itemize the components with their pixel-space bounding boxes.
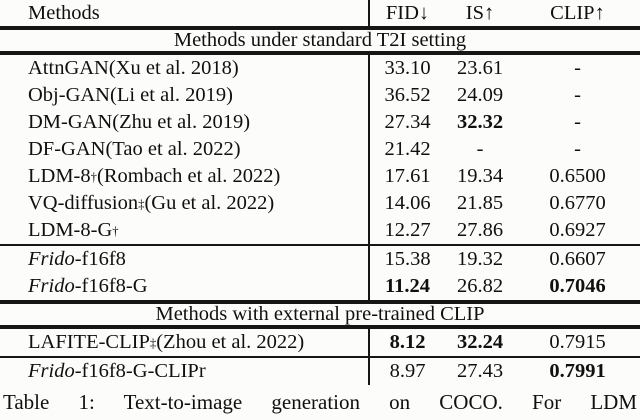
method-name: DF-GAN	[28, 138, 106, 160]
method-citation: (Li et al. 2019)	[110, 84, 233, 106]
double-rule	[0, 51, 640, 55]
is-value: -	[476, 138, 484, 160]
method-cell: LDM-8-G †	[0, 217, 370, 244]
fid-value: 14.06	[384, 192, 431, 214]
column-header-clip: CLIP↑	[550, 1, 605, 24]
method-cell: Frido -f16f8-G	[0, 273, 370, 300]
single-rule	[0, 244, 640, 246]
column-header-fid: FID↓	[385, 1, 430, 24]
method-name: -f16f8-G	[74, 275, 148, 297]
fid-value: 12.27	[384, 219, 431, 241]
method-cell: LDM-8 † (Rombach et al. 2022)	[0, 163, 370, 190]
method-name: -f16f8-G-CLIPr	[74, 360, 206, 382]
double-rule	[0, 300, 640, 304]
table-row: LDM-8 † (Rombach et al. 2022) 17.61 19.34…	[0, 163, 640, 190]
table-header-row: Methods FID↓ IS↑ CLIP↑	[0, 0, 640, 26]
method-citation: (Zhou et al. 2022)	[156, 331, 305, 353]
method-name: DM-GAN	[28, 111, 113, 133]
method-cell: Obj-GAN (Li et al. 2019)	[0, 82, 370, 109]
table-row: Frido -f16f8-G-CLIPr 8.97 27.43 0.7991	[0, 358, 640, 385]
method-cell: AttnGAN (Xu et al. 2018)	[0, 55, 370, 82]
method-cell: DM-GAN (Zhu et al. 2019)	[0, 109, 370, 136]
method-name: LAFITE-CLIP	[28, 331, 150, 353]
clip-value: 0.7046	[549, 275, 606, 297]
clip-value: 0.6927	[549, 219, 606, 241]
clip-value: 0.6500	[549, 165, 606, 187]
method-cell: LAFITE-CLIP ‡ (Zhou et al. 2022)	[0, 329, 370, 356]
method-name: AttnGAN	[28, 57, 109, 79]
table-row: Obj-GAN (Li et al. 2019) 36.52 24.09 -	[0, 82, 640, 109]
is-value: 19.34	[456, 165, 504, 187]
single-rule	[0, 356, 640, 358]
fid-value: 33.10	[384, 57, 431, 79]
method-citation: (Xu et al. 2018)	[108, 57, 239, 79]
method-cell: Frido -f16f8	[0, 246, 370, 273]
fid-value: 11.24	[385, 275, 430, 297]
method-name: LDM-8-G	[28, 219, 113, 241]
is-value: 23.61	[456, 57, 504, 79]
table-row: VQ-diffusion ‡ (Gu et al. 2022) 14.06 21.…	[0, 190, 640, 217]
double-rule	[0, 26, 640, 30]
method-citation: (Rombach et al. 2022)	[97, 165, 281, 187]
method-italic: Frido	[28, 275, 75, 297]
method-citation: (Gu et al. 2022)	[144, 192, 275, 214]
is-value: 32.32	[456, 111, 504, 133]
clip-value: 0.6607	[549, 248, 606, 270]
method-citation: (Zhu et al. 2019)	[112, 111, 251, 133]
method-italic: Frido	[28, 248, 75, 270]
is-value: 32.24	[456, 331, 504, 353]
fid-value: 8.12	[389, 331, 426, 353]
method-name: LDM-8	[28, 165, 91, 187]
fid-value: 8.97	[389, 360, 426, 382]
section-header-external-clip: Methods with external pre-trained CLIP	[155, 303, 485, 325]
method-name: Obj-GAN	[28, 84, 110, 106]
is-value: 27.43	[456, 360, 504, 382]
method-cell: DF-GAN (Tao et al. 2022)	[0, 136, 370, 163]
method-citation: (Tao et al. 2022)	[105, 138, 241, 160]
fid-value: 21.42	[384, 138, 431, 160]
fid-value: 36.52	[384, 84, 431, 106]
method-name: -f16f8	[74, 248, 126, 270]
clip-value: 0.7915	[549, 331, 606, 353]
clip-value: -	[574, 57, 581, 79]
is-value: 21.85	[456, 192, 504, 214]
column-header-is: IS↑	[465, 1, 495, 24]
table-row: Frido -f16f8 15.38 19.32 0.6607	[0, 246, 640, 273]
is-value: 24.09	[456, 84, 504, 106]
fid-value: 27.34	[384, 111, 431, 133]
clip-value: -	[574, 111, 581, 133]
section-header-standard-t2i: Methods under standard T2I setting	[173, 29, 467, 51]
clip-value: -	[574, 138, 581, 160]
table-row: DM-GAN (Zhu et al. 2019) 27.34 32.32 -	[0, 109, 640, 136]
clip-value: 0.6770	[549, 192, 606, 214]
table-row: LDM-8-G † 12.27 27.86 0.6927	[0, 217, 640, 244]
table-caption: Table 1: Text-to-image generation on COC…	[3, 390, 637, 414]
double-rule	[0, 325, 640, 329]
is-value: 19.32	[456, 248, 504, 270]
table-row: Frido -f16f8-G 11.24 26.82 0.7046	[0, 273, 640, 300]
method-cell: VQ-diffusion ‡ (Gu et al. 2022)	[0, 190, 370, 217]
method-italic: Frido	[28, 360, 75, 382]
clip-value: -	[574, 84, 581, 106]
column-header-methods: Methods	[0, 0, 370, 26]
fid-value: 17.61	[384, 165, 431, 187]
is-value: 26.82	[456, 275, 504, 297]
method-name: VQ-diffusion	[28, 192, 139, 214]
table-row: AttnGAN (Xu et al. 2018) 33.10 23.61 -	[0, 55, 640, 82]
clip-value: 0.7991	[549, 360, 606, 382]
is-value: 27.86	[456, 219, 504, 241]
table-row: DF-GAN (Tao et al. 2022) 21.42 - -	[0, 136, 640, 163]
method-cell: Frido -f16f8-G-CLIPr	[0, 358, 370, 385]
fid-value: 15.38	[384, 248, 431, 270]
table-row: LAFITE-CLIP ‡ (Zhou et al. 2022) 8.12 32.…	[0, 329, 640, 356]
